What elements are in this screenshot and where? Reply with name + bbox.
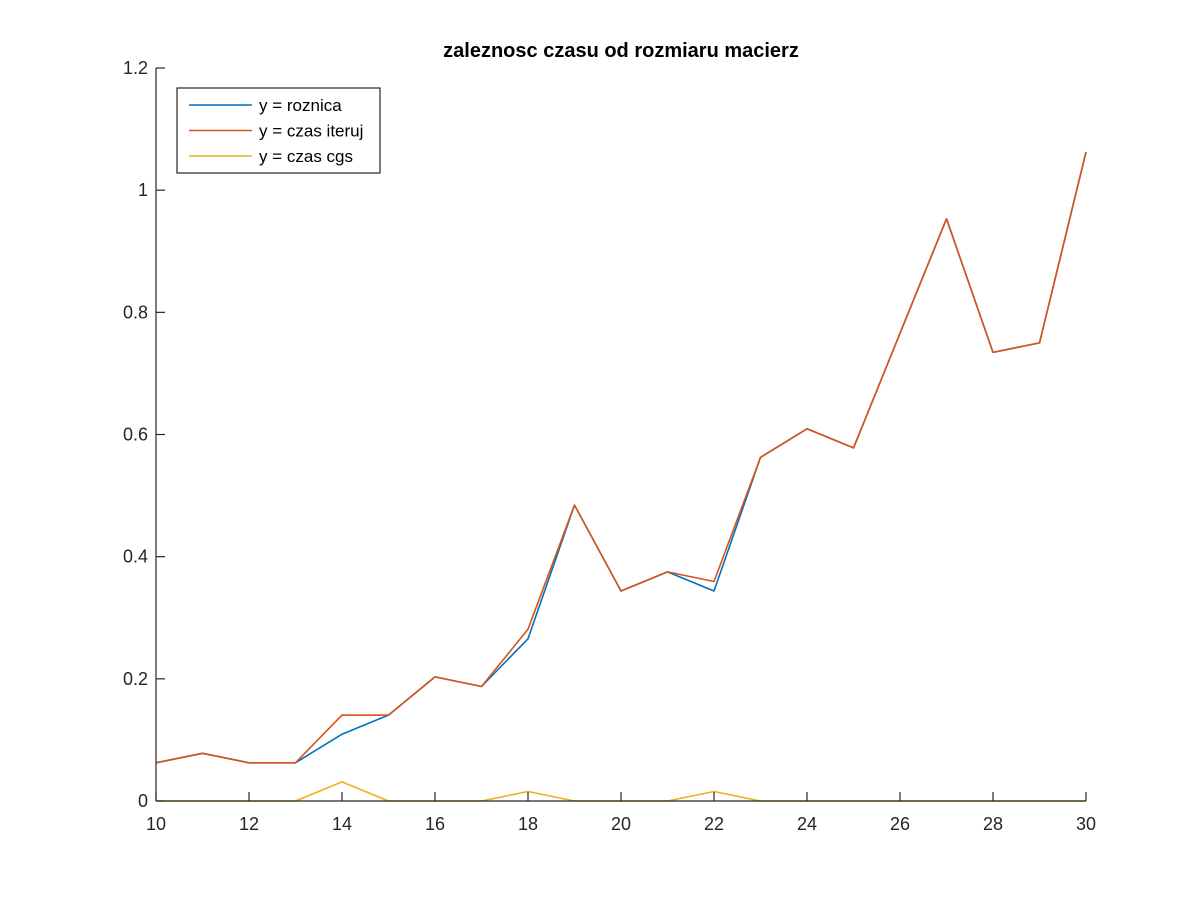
x-tick-label: 16: [425, 814, 445, 834]
legend-label-2: y = czas iteruj: [259, 122, 363, 141]
y-tick-label: 0.8: [123, 302, 148, 322]
x-tick-label: 24: [797, 814, 817, 834]
y-tick-label: 1: [138, 180, 148, 200]
legend-label-3: y = czas cgs: [259, 147, 353, 166]
y-tick-label: 0.6: [123, 425, 148, 445]
x-tick-label: 12: [239, 814, 259, 834]
x-tick-label: 26: [890, 814, 910, 834]
legend: y = roznica y = czas iteruj y = czas cgs: [176, 87, 381, 174]
legend-label-1: y = roznica: [259, 96, 342, 115]
x-tick-label: 30: [1076, 814, 1096, 834]
x-tick-label: 28: [983, 814, 1003, 834]
y-tick-label: 0.4: [123, 547, 148, 567]
y-tick-label: 0: [138, 791, 148, 811]
x-tick-label: 18: [518, 814, 538, 834]
x-tick-label: 22: [704, 814, 724, 834]
chart-title: zaleznosc czasu od rozmiaru macierz: [443, 40, 799, 62]
axes-layer: 10 12 14 16 18 20 22 24 26 28 30 0 0.2 0.4 0.6 0.8 1 1.2: [123, 58, 1096, 834]
series-line-2: [155, 151, 1087, 764]
y-tick-label: 0.2: [123, 669, 148, 689]
x-tick-label: 20: [611, 814, 631, 834]
x-tick-label: 10: [146, 814, 166, 834]
x-tick-label: 14: [332, 814, 352, 834]
plot-area: [156, 68, 1086, 801]
y-tick-label: 1.2: [123, 58, 148, 78]
